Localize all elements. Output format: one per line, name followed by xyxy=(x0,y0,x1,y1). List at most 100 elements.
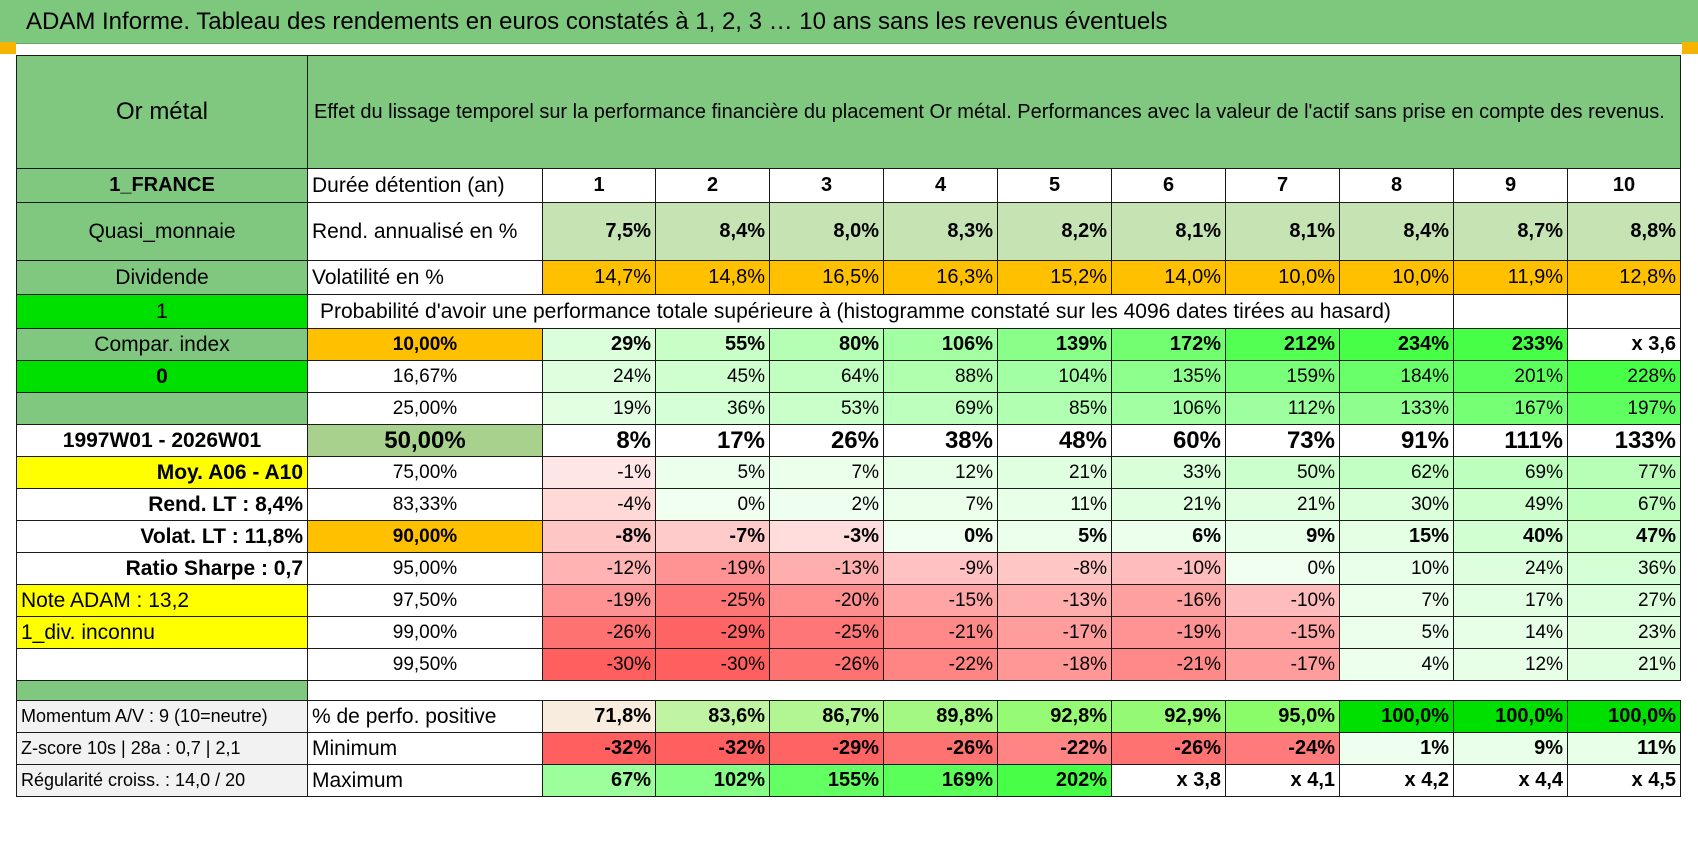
separator-cell xyxy=(16,680,308,701)
value-cell: 69% xyxy=(883,392,998,425)
value-cell: 27% xyxy=(1567,584,1681,617)
title-bar: ADAM Informe. Tableau des rendements en … xyxy=(0,0,1698,44)
value-cell: 3 xyxy=(769,168,884,203)
value-cell: 24% xyxy=(1453,552,1568,585)
value-cell: 100,0% xyxy=(1567,700,1681,733)
value-cell: 5% xyxy=(997,520,1112,553)
value-cell: 1 xyxy=(542,168,656,203)
value-cell: 133% xyxy=(1567,424,1681,457)
value-cell: 88% xyxy=(883,360,998,393)
value-cell: 69% xyxy=(1453,456,1568,489)
value-cell: 6% xyxy=(1111,520,1226,553)
value-cell: 102% xyxy=(655,764,770,797)
quantile-label: 83,33% xyxy=(307,488,543,521)
value-cell: 8,3% xyxy=(883,202,998,261)
quantile-label: 75,00% xyxy=(307,456,543,489)
value-cell: -13% xyxy=(997,584,1112,617)
quantile-label: 10,00% xyxy=(307,328,543,361)
asset-name: Or métal xyxy=(16,55,308,169)
value-cell: -25% xyxy=(655,584,770,617)
value-cell: 10,0% xyxy=(1225,260,1340,295)
value-cell: 67% xyxy=(542,764,656,797)
value-cell: -20% xyxy=(769,584,884,617)
side-label: Régularité croiss. : 14,0 / 20 xyxy=(16,764,308,797)
value-cell: 100,0% xyxy=(1453,700,1568,733)
value-cell: -26% xyxy=(769,648,884,681)
value-cell: 228% xyxy=(1567,360,1681,393)
row-label: Minimum xyxy=(307,732,543,765)
value-cell: 5 xyxy=(997,168,1112,203)
quantile-row: Volat. LT : 11,8% 90,00% -8% -7% -3% 0% 5% 6% 9%… xyxy=(16,520,1681,553)
quantile-label: 25,00% xyxy=(307,392,543,425)
value-cell: 15,2% xyxy=(997,260,1112,295)
value-cell: -18% xyxy=(997,648,1112,681)
value-cell: 8,2% xyxy=(997,202,1112,261)
value-cell: 8% xyxy=(542,424,656,457)
side-label: Compar. index xyxy=(16,328,308,361)
value-cell: 8,1% xyxy=(1225,202,1340,261)
value-cell: 83,6% xyxy=(655,700,770,733)
value-cell: 197% xyxy=(1567,392,1681,425)
value-cell: -19% xyxy=(542,584,656,617)
value-cell: 9% xyxy=(1225,520,1340,553)
side-label: 1997W01 - 2026W01 xyxy=(16,424,308,457)
value-cell: 49% xyxy=(1453,488,1568,521)
value-cell: 0% xyxy=(1225,552,1340,585)
value-cell: 24% xyxy=(542,360,656,393)
value-cell: 12% xyxy=(1453,648,1568,681)
value-cell: -17% xyxy=(1225,648,1340,681)
value-cell: 53% xyxy=(769,392,884,425)
row-label: Rend. annualisé en % xyxy=(307,202,543,261)
empty-cell xyxy=(1453,294,1568,329)
value-cell: -19% xyxy=(1111,616,1226,649)
value-cell: 36% xyxy=(655,392,770,425)
value-cell: 8 xyxy=(1339,168,1454,203)
value-cell: 11% xyxy=(997,488,1112,521)
value-cell: -22% xyxy=(883,648,998,681)
volatilite-row: Dividende Volatilité en % 14,7% 14,8% 16,5… xyxy=(16,260,1681,295)
value-cell: 11,9% xyxy=(1453,260,1568,295)
value-cell: -10% xyxy=(1225,584,1340,617)
value-cell: -15% xyxy=(1225,616,1340,649)
value-cell: 12% xyxy=(883,456,998,489)
value-cell: 8,0% xyxy=(769,202,884,261)
value-cell: 95,0% xyxy=(1225,700,1340,733)
quantile-label: 99,50% xyxy=(307,648,543,681)
value-cell: 86,7% xyxy=(769,700,884,733)
side-label: 0 xyxy=(16,360,308,393)
value-cell: 73% xyxy=(1225,424,1340,457)
value-cell: 100,0% xyxy=(1339,700,1454,733)
value-cell: 9 xyxy=(1453,168,1568,203)
value-cell: 167% xyxy=(1453,392,1568,425)
value-cell: 106% xyxy=(883,328,998,361)
value-cell: 64% xyxy=(769,360,884,393)
value-cell: -15% xyxy=(883,584,998,617)
value-cell: 16,5% xyxy=(769,260,884,295)
value-cell: 92,8% xyxy=(997,700,1112,733)
value-cell: 71,8% xyxy=(542,700,656,733)
side-label: Rend. LT : 8,4% xyxy=(16,488,308,521)
value-cell: 7 xyxy=(1225,168,1340,203)
value-cell: 19% xyxy=(542,392,656,425)
side-label xyxy=(16,648,308,681)
value-cell: x 4,2 xyxy=(1339,764,1454,797)
value-cell: 8,1% xyxy=(1111,202,1226,261)
value-cell: x 3,6 xyxy=(1567,328,1681,361)
value-cell: 8,4% xyxy=(1339,202,1454,261)
value-cell: 4 xyxy=(883,168,998,203)
value-cell: x 4,1 xyxy=(1225,764,1340,797)
value-cell: 5% xyxy=(655,456,770,489)
value-cell: 21% xyxy=(1111,488,1226,521)
value-cell: -13% xyxy=(769,552,884,585)
value-cell: 212% xyxy=(1225,328,1340,361)
value-cell: 14,7% xyxy=(542,260,656,295)
proba-row: 1 Probabilité d'avoir une performance to… xyxy=(16,294,1681,329)
value-cell: 17% xyxy=(1453,584,1568,617)
value-cell: 7,5% xyxy=(542,202,656,261)
value-cell: 6 xyxy=(1111,168,1226,203)
table-description: Effet du lissage temporel sur la perform… xyxy=(307,55,1681,169)
value-cell: 112% xyxy=(1225,392,1340,425)
value-cell: 60% xyxy=(1111,424,1226,457)
quantile-label: 90,00% xyxy=(307,520,543,553)
